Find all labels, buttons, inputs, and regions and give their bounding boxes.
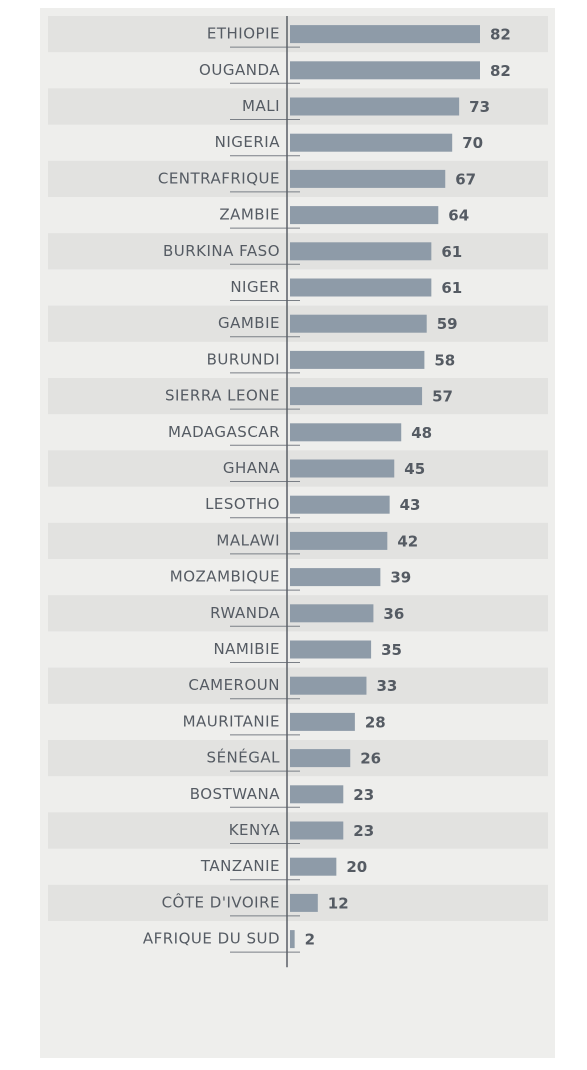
- bar: [290, 314, 427, 333]
- value-label: 23: [353, 822, 374, 840]
- value-label: 36: [383, 605, 404, 623]
- value-label: 23: [353, 786, 374, 804]
- value-label: 20: [346, 858, 367, 876]
- bar: [290, 25, 480, 44]
- value-label: 26: [360, 750, 381, 768]
- bar: [290, 206, 439, 225]
- bar: [290, 712, 355, 731]
- bar: [290, 61, 480, 80]
- category-label: CENTRAFRIQUE: [158, 169, 280, 187]
- bar: [290, 459, 395, 478]
- bar: [290, 350, 425, 369]
- category-label: ETHIOPIE: [207, 25, 280, 43]
- value-label: 82: [490, 26, 511, 44]
- bar: [290, 423, 402, 442]
- category-label: BURKINA FASO: [163, 242, 280, 260]
- bar: [290, 495, 390, 514]
- value-label: 70: [462, 134, 483, 152]
- bar: [290, 169, 446, 188]
- category-label: SIERRA LEONE: [165, 387, 280, 405]
- value-label: 33: [376, 677, 397, 695]
- category-label: RWANDA: [210, 604, 280, 622]
- category-label: MALI: [242, 97, 280, 115]
- bar: [290, 387, 423, 406]
- bar: [290, 857, 337, 876]
- bar: [290, 97, 460, 116]
- value-label: 59: [437, 315, 458, 333]
- category-label: OUGANDA: [199, 61, 280, 79]
- value-label: 58: [434, 351, 455, 369]
- category-label: GHANA: [223, 459, 280, 477]
- bar: [290, 242, 432, 261]
- category-label: TANZANIE: [200, 857, 280, 875]
- bar: [290, 531, 388, 550]
- category-label: NIGER: [230, 278, 280, 296]
- category-label: LESOTHO: [205, 495, 280, 513]
- category-label: SÉNÉGAL: [207, 748, 281, 767]
- bar: [290, 749, 351, 768]
- value-label: 61: [441, 243, 462, 261]
- value-label: 82: [490, 62, 511, 80]
- bar: [290, 604, 374, 623]
- category-label: KENYA: [229, 821, 281, 839]
- value-label: 73: [469, 98, 490, 116]
- value-label: 43: [400, 496, 421, 514]
- value-label: 2: [305, 931, 315, 949]
- category-label: NIGERIA: [215, 133, 281, 151]
- value-label: 28: [365, 713, 386, 731]
- bar: [290, 893, 318, 912]
- value-label: 45: [404, 460, 425, 478]
- value-label: 64: [448, 207, 469, 225]
- category-label: BOSTWANA: [190, 785, 281, 803]
- category-label: CÔTE D'IVOIRE: [162, 892, 280, 911]
- category-label: AFRIQUE DU SUD: [143, 930, 280, 948]
- value-label: 12: [328, 894, 349, 912]
- value-label: 35: [381, 641, 402, 659]
- value-label: 61: [441, 279, 462, 297]
- category-label: NAMIBIE: [213, 640, 280, 658]
- value-label: 42: [397, 532, 418, 550]
- category-label: MALAWI: [216, 531, 280, 549]
- bar: [290, 930, 295, 949]
- bar: [290, 821, 344, 840]
- bar: [290, 278, 432, 297]
- category-label: MADAGASCAR: [168, 423, 280, 441]
- category-label: ZAMBIE: [219, 206, 280, 224]
- category-label: CAMEROUN: [188, 676, 280, 694]
- bar: [290, 785, 344, 804]
- value-label: 67: [455, 170, 476, 188]
- value-label: 39: [390, 569, 411, 587]
- bar: [290, 568, 381, 587]
- category-label: MOZAMBIQUE: [170, 568, 280, 586]
- category-label: MAURITANIE: [183, 712, 280, 730]
- bar: [290, 640, 372, 659]
- category-label: GAMBIE: [218, 314, 280, 332]
- bar: [290, 133, 453, 152]
- value-label: 48: [411, 424, 432, 442]
- value-label: 57: [432, 388, 453, 406]
- category-label: BURUNDI: [207, 350, 280, 368]
- bar: [290, 676, 367, 695]
